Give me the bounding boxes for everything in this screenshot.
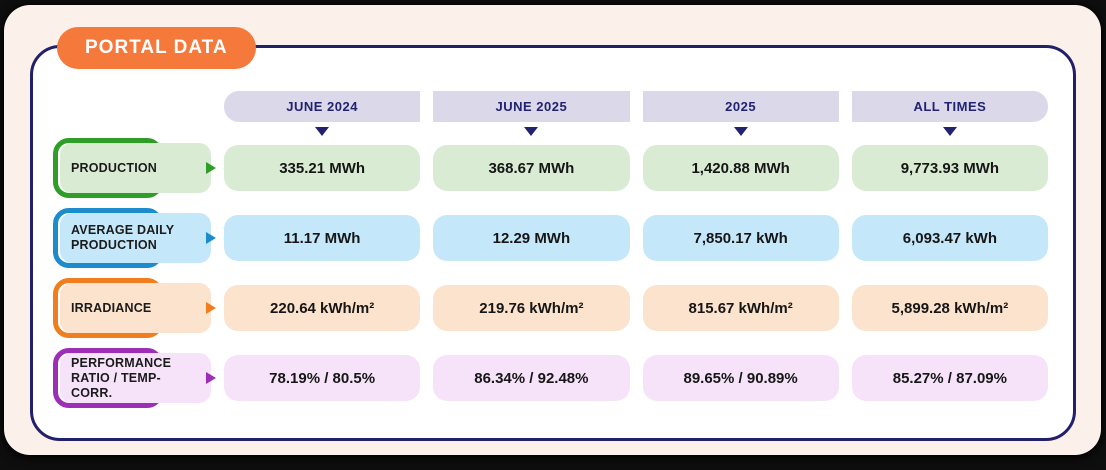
value-cell: 335.21 MWh bbox=[224, 145, 421, 191]
row-pointer-icon bbox=[206, 232, 216, 244]
table-row-irradiance: IRRADIANCE 220.64 kWh/m² 219.76 kWh/m² 8… bbox=[53, 278, 1048, 338]
data-panel: JUNE 2024 JUNE 2025 2025 ALL TIMES bbox=[30, 45, 1076, 441]
row-pointer-icon bbox=[206, 302, 216, 314]
header-spacer bbox=[53, 91, 211, 122]
column-header-2025: 2025 bbox=[642, 91, 839, 136]
row-label-fill: AVERAGE DAILY PRODUCTION bbox=[60, 213, 216, 263]
row-label-text: PRODUCTION bbox=[71, 160, 158, 175]
column-header-june-2024: JUNE 2024 bbox=[224, 91, 421, 136]
row-label-fill: PERFORMANCE RATIO / TEMP-CORR. bbox=[60, 353, 216, 403]
value-cell: 5,899.28 kWh/m² bbox=[851, 285, 1048, 331]
column-header-june-2025: JUNE 2025 bbox=[433, 91, 630, 136]
table-row-production: PRODUCTION 335.21 MWh 368.67 MWh 1,420.8… bbox=[53, 138, 1048, 198]
data-table: JUNE 2024 JUNE 2025 2025 ALL TIMES bbox=[53, 91, 1048, 425]
column-pointer-icon bbox=[942, 127, 957, 136]
value-cell: 9,773.93 MWh bbox=[851, 145, 1048, 191]
value-cell: 815.67 kWh/m² bbox=[642, 285, 839, 331]
row-label-performance-ratio: PERFORMANCE RATIO / TEMP-CORR. bbox=[53, 348, 216, 408]
column-header-label: ALL TIMES bbox=[913, 99, 987, 114]
value-cell: 86.34% / 92.48% bbox=[433, 355, 630, 401]
column-header-label: 2025 bbox=[725, 99, 757, 114]
value-cell: 11.17 MWh bbox=[224, 215, 421, 261]
table-row-performance-ratio: PERFORMANCE RATIO / TEMP-CORR. 78.19% / … bbox=[53, 348, 1048, 408]
value-cell: 219.76 kWh/m² bbox=[433, 285, 630, 331]
row-label-text: PERFORMANCE RATIO / TEMP-CORR. bbox=[71, 355, 172, 400]
column-pointer-icon bbox=[524, 127, 539, 136]
portal-data-badge: PORTAL DATA bbox=[57, 27, 256, 69]
column-header-all-times: ALL TIMES bbox=[851, 91, 1048, 136]
row-label-fill: IRRADIANCE bbox=[60, 283, 216, 333]
row-label-text: IRRADIANCE bbox=[71, 300, 152, 315]
value-cell: 6,093.47 kWh bbox=[851, 215, 1048, 261]
row-pointer-icon bbox=[206, 162, 216, 174]
column-header-label: JUNE 2024 bbox=[286, 99, 358, 114]
row-label-fill: PRODUCTION bbox=[60, 143, 216, 193]
value-cell: 7,850.17 kWh bbox=[642, 215, 839, 261]
row-label-irradiance: IRRADIANCE bbox=[53, 278, 216, 338]
column-pointer-icon bbox=[315, 127, 330, 136]
value-cell: 1,420.88 MWh bbox=[642, 145, 839, 191]
value-cell: 85.27% / 87.09% bbox=[851, 355, 1048, 401]
value-cell: 12.29 MWh bbox=[433, 215, 630, 261]
column-pointer-icon bbox=[733, 127, 748, 136]
value-cell: 78.19% / 80.5% bbox=[224, 355, 421, 401]
column-header-label: JUNE 2025 bbox=[495, 99, 568, 114]
table-row-average-daily-production: AVERAGE DAILY PRODUCTION 11.17 MWh 12.29… bbox=[53, 208, 1048, 268]
row-label-production: PRODUCTION bbox=[53, 138, 216, 198]
value-cell: 368.67 MWh bbox=[433, 145, 630, 191]
value-cell: 220.64 kWh/m² bbox=[224, 285, 421, 331]
value-cell: 89.65% / 90.89% bbox=[642, 355, 839, 401]
row-label-average-daily-production: AVERAGE DAILY PRODUCTION bbox=[53, 208, 216, 268]
column-header-row: JUNE 2024 JUNE 2025 2025 ALL TIMES bbox=[53, 91, 1048, 136]
row-pointer-icon bbox=[206, 372, 216, 384]
portal-data-card: PORTAL DATA JUNE 2024 JUNE 2025 2025 bbox=[4, 5, 1101, 455]
row-label-text: AVERAGE DAILY PRODUCTION bbox=[71, 223, 175, 252]
